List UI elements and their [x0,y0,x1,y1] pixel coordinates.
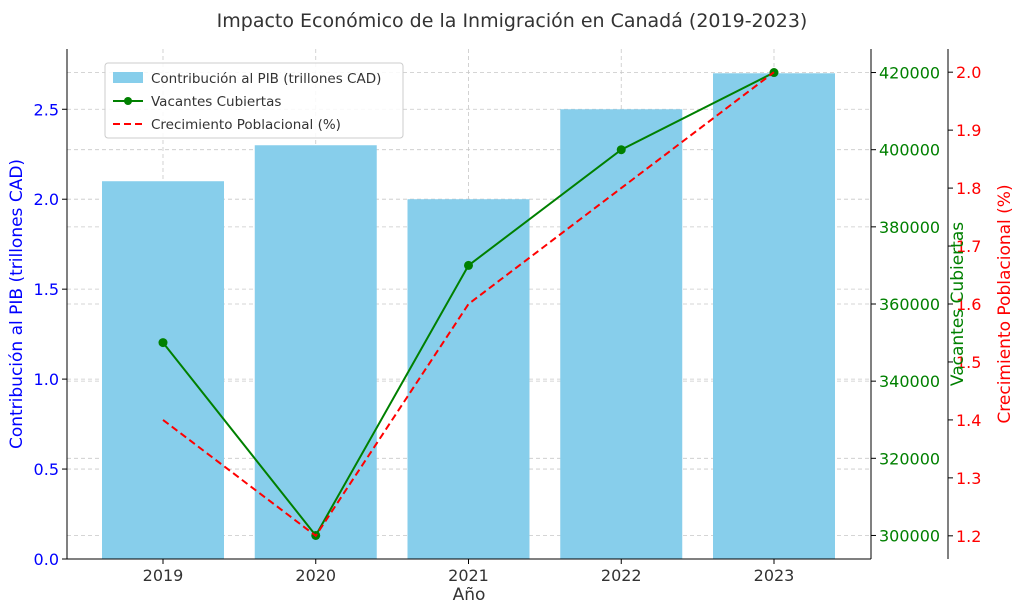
x-axis-label: Año [453,585,486,605]
legend-label: Contribución al PIB (trillones CAD) [151,71,381,87]
y-right2-tick-label: 1.5 [956,353,981,372]
bar-2019 [102,181,224,559]
chart-title: Impacto Económico de la Inmigración en C… [217,10,808,32]
legend-marker [124,97,132,105]
series-point [616,145,626,155]
y-right1-tick-label: 360000 [879,295,940,314]
y-right1-tick-label: 340000 [879,372,940,391]
y-left-tick-label: 2.5 [34,100,59,119]
y-left-tick-label: 0.0 [34,550,59,569]
legend-box [104,62,404,139]
y-right1-tick-label: 380000 [879,218,940,237]
y-right2-tick-label: 1.8 [956,179,981,198]
y-right2-tick-label: 1.6 [956,295,981,314]
bar-2023 [713,73,835,560]
y-left-tick-label: 1.0 [34,370,59,389]
legend-swatch [113,72,143,83]
y-left-tick-label: 2.0 [34,190,59,209]
y-axis-right1-label: Vacantes Cubiertas [948,222,968,386]
y-right1-tick-label: 400000 [879,141,940,160]
y-right2-tick-label: 1.7 [956,237,981,256]
y-right2-tick-label: 1.4 [956,411,981,430]
y-right2-tick-label: 1.2 [956,527,981,546]
bar-2020 [254,145,377,559]
y-right2-tick-label: 1.3 [956,469,981,488]
y-right2-tick-label: 1.9 [956,121,981,140]
x-tick-label: 2019 [143,566,184,585]
x-tick-label: 2020 [295,566,336,585]
bar-2021 [407,199,530,559]
series-line [162,71,775,538]
y-right1-tick-label: 320000 [879,449,940,468]
legend-label: Vacantes Cubiertas [151,94,281,110]
plot-area: 2019 2020 2021 2022 2023 0.0 0.5 1.0 1.5 2.0 2.5 30… [34,49,981,585]
x-tick-label: 2023 [754,566,795,585]
y-right2-tick-label: 2.0 [956,63,981,82]
y-axis-right2-label: Crecimiento Poblacional (%) [995,184,1015,423]
y-left-tick-label: 1.5 [34,280,59,299]
y-axis-left-label: Contribución al PIB (trillones CAD) [7,159,27,449]
legend-label: Crecimiento Poblacional (%) [151,117,341,133]
x-tick-label: 2021 [448,566,489,585]
y-right1-tick-label: 300000 [879,526,940,545]
legend: Contribución al PIB (trillones CAD) Vacan… [104,62,404,139]
x-tick-label: 2022 [601,566,642,585]
y-right1-tick-label: 420000 [879,64,940,83]
series-point [158,338,168,348]
bar-2022 [560,109,683,559]
y-left-tick-label: 0.5 [34,460,59,479]
series-point [464,260,473,270]
